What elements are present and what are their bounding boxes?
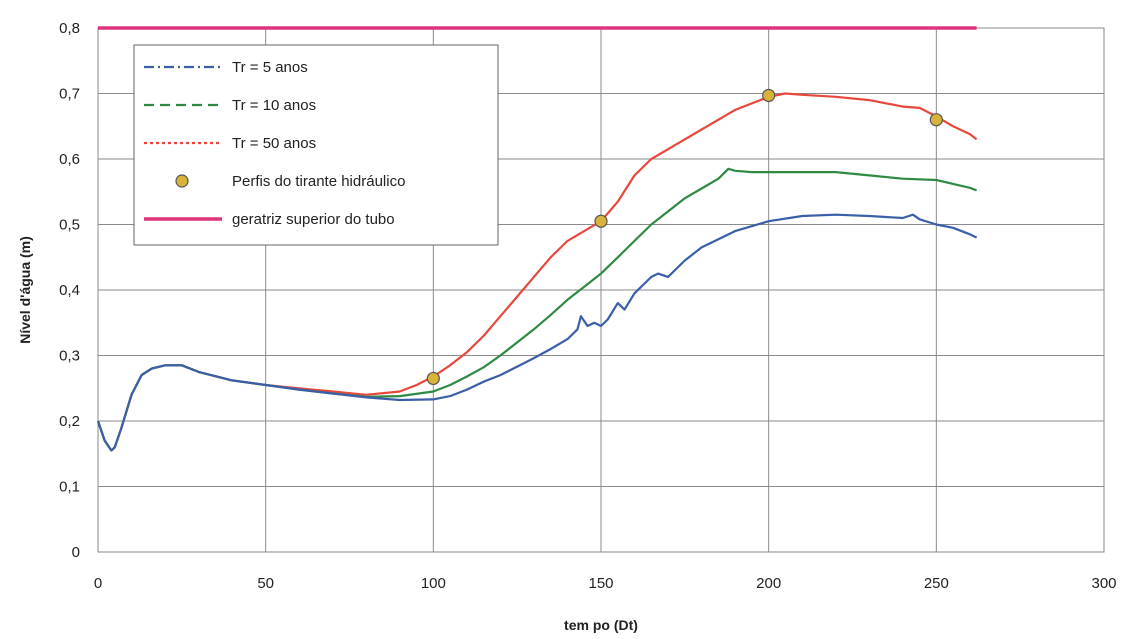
legend: Tr = 5 anos Tr = 10 anos Tr = 50 anos Perfi… xyxy=(133,44,499,246)
legend-item: Tr = 50 anos xyxy=(144,135,316,152)
series-line-0 xyxy=(96,213,978,452)
y-tick-label: 0,5 xyxy=(59,217,80,234)
y-tick-label: 0,3 xyxy=(59,348,80,365)
legend-item: Perfis do tirante hidráulico xyxy=(175,173,405,190)
x-tick-label: 200 xyxy=(756,575,781,592)
profile-marker xyxy=(762,88,776,103)
y-tick-label: 0,2 xyxy=(59,413,80,430)
y-tick-label: 0,8 xyxy=(59,20,80,37)
legend-label: Tr = 5 anos xyxy=(232,59,308,76)
y-tick-label: 0,7 xyxy=(59,86,80,103)
legend-item: Tr = 5 anos xyxy=(144,59,308,76)
x-tick-label: 250 xyxy=(924,575,949,592)
y-tick-label: 0,1 xyxy=(59,479,80,496)
x-axis-ticks: 0 50 100 150 200 250 300 xyxy=(94,575,1117,592)
profile-marker xyxy=(929,113,943,127)
series-layer xyxy=(96,26,978,452)
legend-item: Tr = 10 anos xyxy=(144,97,316,114)
x-tick-label: 50 xyxy=(257,575,274,592)
legend-label: Tr = 10 anos xyxy=(232,97,316,114)
legend-label: geratriz superior do tubo xyxy=(232,211,395,228)
y-tick-label: 0,4 xyxy=(59,282,80,299)
x-axis-title: tem po (Dt) xyxy=(564,617,638,633)
x-tick-label: 300 xyxy=(1091,575,1116,592)
legend-label: Tr = 50 anos xyxy=(232,135,316,152)
profile-marker xyxy=(594,214,608,228)
legend-marker xyxy=(175,174,189,188)
legend-item: geratriz superior do tubo xyxy=(144,211,395,228)
x-tick-label: 100 xyxy=(421,575,446,592)
legend-label: Perfis do tirante hidráulico xyxy=(232,173,405,190)
y-tick-label: 0 xyxy=(72,544,80,561)
y-axis-title: Nível d'água (m) xyxy=(17,236,33,344)
x-tick-label: 0 xyxy=(94,575,102,592)
markers-layer xyxy=(426,88,943,386)
x-tick-label: 150 xyxy=(588,575,613,592)
y-tick-label: 0,6 xyxy=(59,151,80,168)
y-axis-ticks: 0 0,1 0,2 0,3 0,4 0,5 0,6 0,7 0,8 xyxy=(59,20,80,561)
legend-box xyxy=(133,44,499,246)
profile-marker xyxy=(426,371,440,386)
